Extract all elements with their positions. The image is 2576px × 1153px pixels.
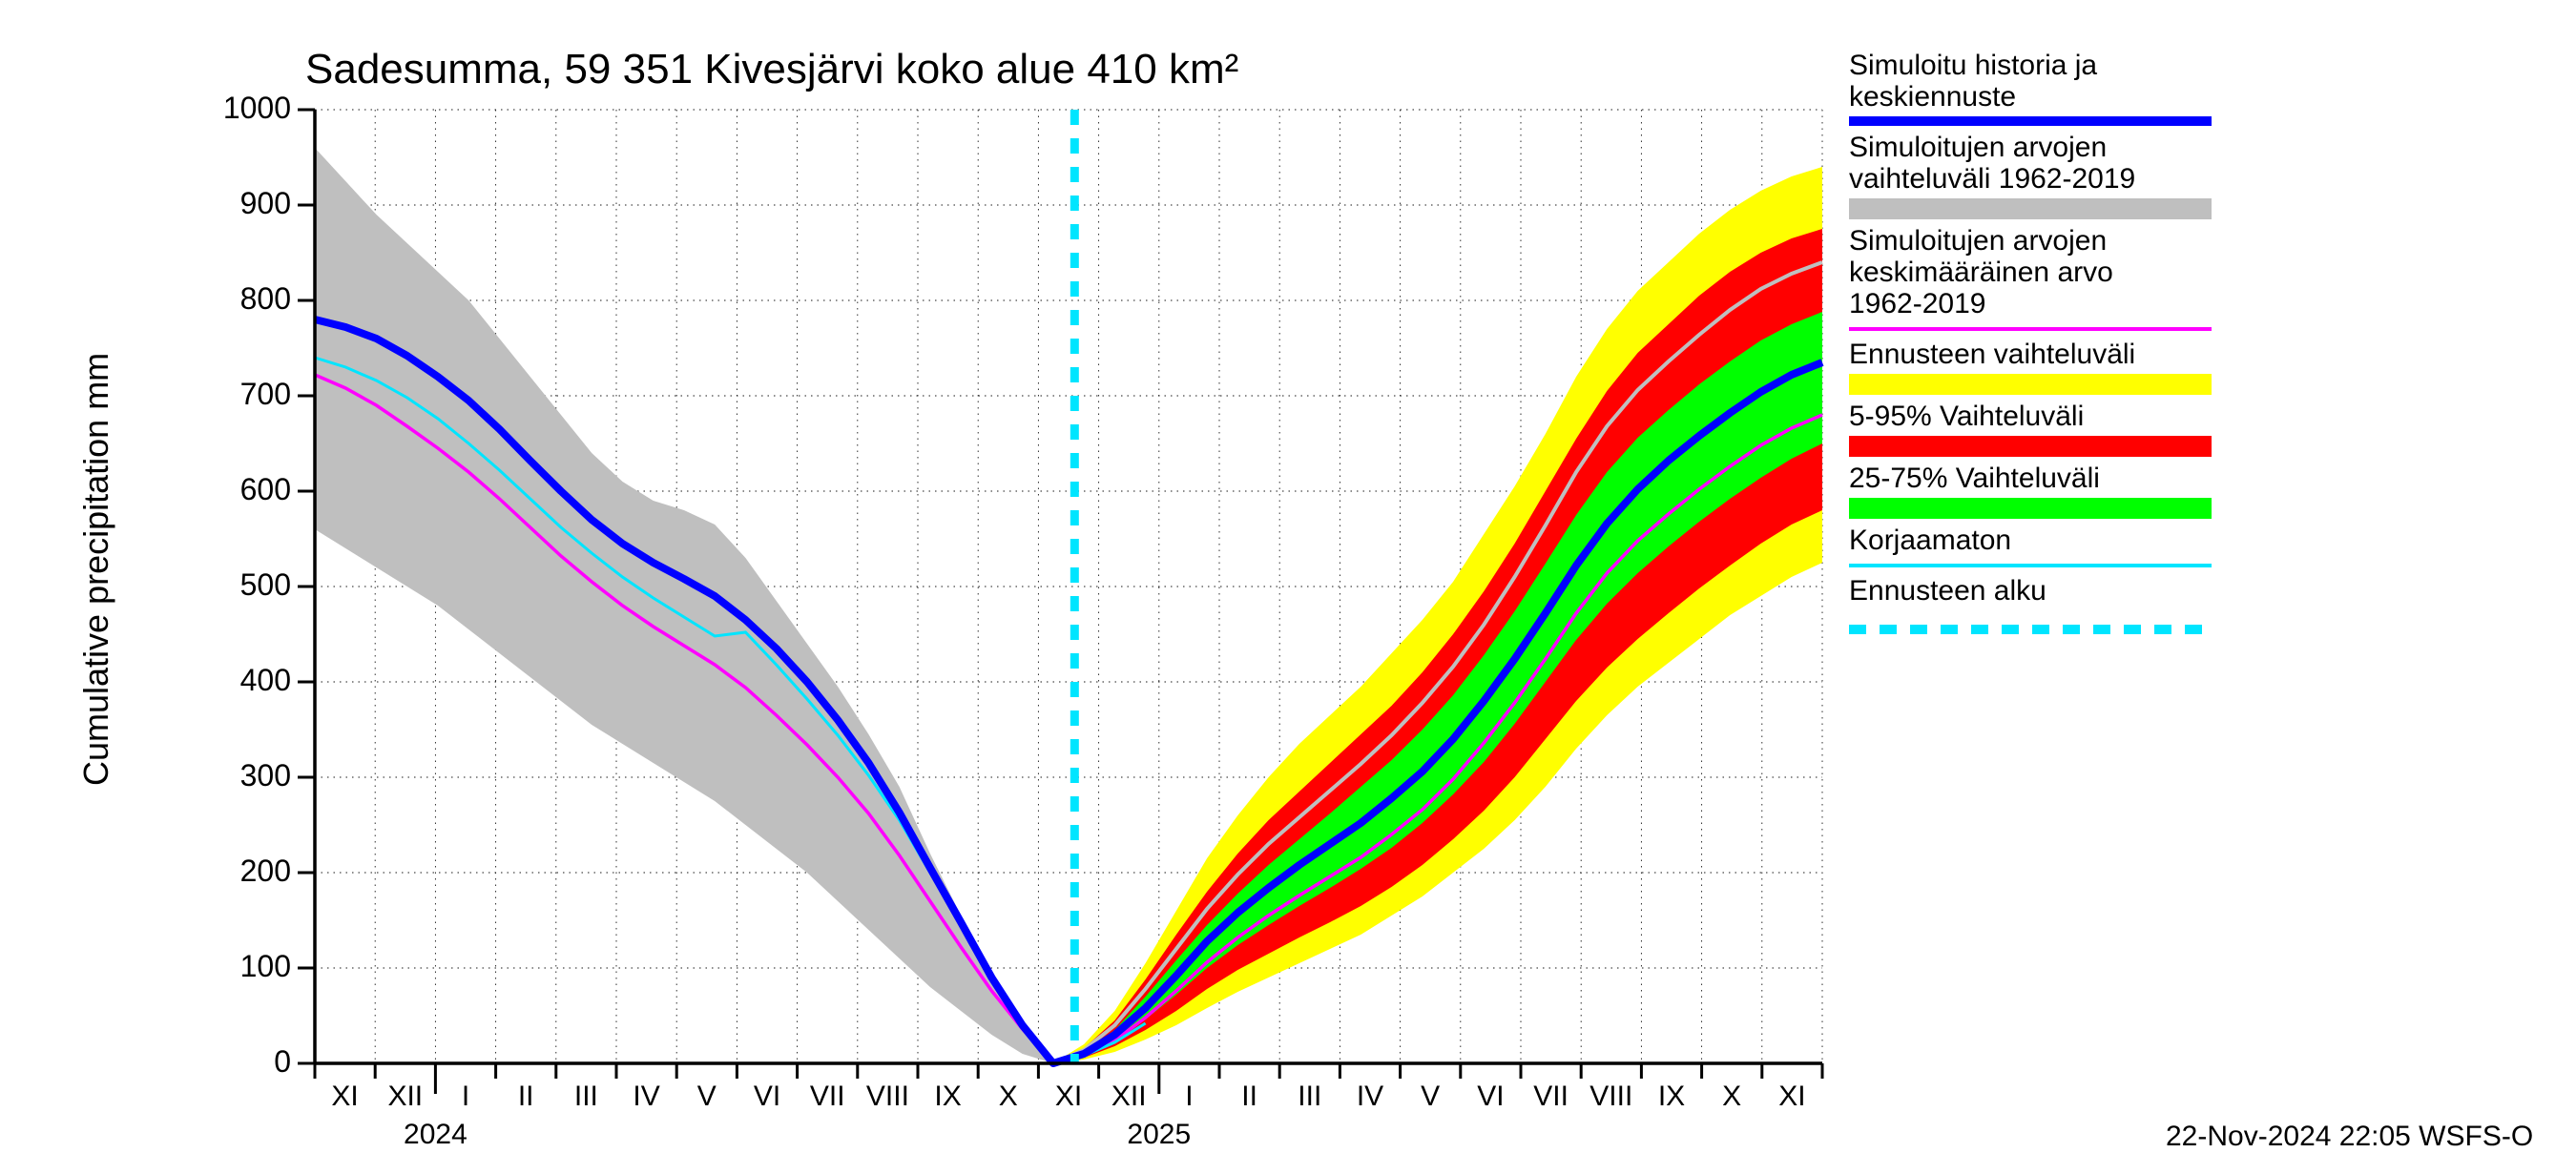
y-tick-label: 500 [191, 567, 291, 603]
legend-entry: Simuloitu historia ja keskiennuste [1849, 50, 2212, 126]
x-tick-label: II [518, 1081, 534, 1113]
x-year-label: 2025 [1127, 1119, 1191, 1151]
legend-swatch [1849, 198, 2212, 219]
x-tick-label: X [999, 1081, 1018, 1113]
legend-entry: 25-75% Vaihteluväli [1849, 463, 2212, 519]
x-tick-label: VII [810, 1081, 845, 1113]
y-tick-label: 900 [191, 186, 291, 221]
legend-entry: Korjaamaton [1849, 525, 2212, 567]
legend-entry: Ennusteen vaihteluväli [1849, 339, 2212, 395]
legend-entry: Simuloitujen arvojen vaihteluväli 1962-2… [1849, 132, 2212, 219]
legend-label: Simuloitujen arvojen vaihteluväli 1962-2… [1849, 132, 2212, 195]
x-tick-label: I [462, 1081, 469, 1113]
x-tick-label: II [1241, 1081, 1257, 1113]
legend-label: 5-95% Vaihteluväli [1849, 401, 2212, 432]
y-tick-label: 100 [191, 949, 291, 984]
y-tick-label: 300 [191, 758, 291, 793]
legend-swatch [1849, 498, 2212, 519]
x-tick-label: XI [331, 1081, 358, 1113]
x-tick-label: XII [1111, 1081, 1147, 1113]
x-tick-label: VI [1477, 1081, 1504, 1113]
x-tick-label: III [574, 1081, 598, 1113]
footer-timestamp: 22-Nov-2024 22:05 WSFS-O [2166, 1121, 2566, 1153]
legend-label: Korjaamaton [1849, 525, 2212, 556]
legend-swatch [1849, 564, 2212, 567]
x-year-label: 2024 [404, 1119, 467, 1151]
legend-swatch [1849, 610, 2212, 620]
x-tick-label: X [1722, 1081, 1741, 1113]
legend-label: Simuloitujen arvojen keskimääräinen arvo… [1849, 225, 2212, 319]
legend-swatch [1849, 374, 2212, 395]
y-tick-label: 200 [191, 854, 291, 889]
x-tick-label: V [697, 1081, 717, 1113]
legend-label: 25-75% Vaihteluväli [1849, 463, 2212, 494]
legend-label: Simuloitu historia ja keskiennuste [1849, 50, 2212, 113]
y-tick-label: 400 [191, 663, 291, 698]
legend-label: Ennusteen alku [1849, 575, 2212, 607]
legend-entry: 5-95% Vaihteluväli [1849, 401, 2212, 457]
legend-label: Ennusteen vaihteluväli [1849, 339, 2212, 370]
legend-swatch [1849, 116, 2212, 126]
legend-swatch [1849, 436, 2212, 457]
legend: Simuloitu historia ja keskiennuste Simulo… [1849, 50, 2212, 626]
y-tick-label: 600 [191, 472, 291, 507]
y-tick-label: 800 [191, 281, 291, 317]
y-tick-label: 1000 [191, 91, 291, 126]
legend-entry: Ennusteen alku [1849, 575, 2212, 620]
x-tick-label: XI [1778, 1081, 1805, 1113]
y-tick-label: 0 [191, 1044, 291, 1080]
y-tick-label: 700 [191, 377, 291, 412]
x-tick-label: IV [633, 1081, 659, 1113]
x-tick-label: VIII [866, 1081, 909, 1113]
chart-container: Sadesumma, 59 351 Kivesjärvi koko alue 4… [0, 0, 2576, 1144]
x-tick-label: VIII [1589, 1081, 1632, 1113]
legend-entry: Simuloitujen arvojen keskimääräinen arvo… [1849, 225, 2212, 331]
x-tick-label: III [1298, 1081, 1321, 1113]
chart-title: Sadesumma, 59 351 Kivesjärvi koko alue 4… [305, 46, 1238, 93]
x-tick-label: I [1185, 1081, 1193, 1113]
x-tick-label: XII [387, 1081, 423, 1113]
legend-swatch [1849, 327, 2212, 331]
x-tick-label: IX [1658, 1081, 1685, 1113]
x-tick-label: VI [754, 1081, 780, 1113]
x-tick-label: IX [934, 1081, 961, 1113]
x-tick-label: XI [1055, 1081, 1082, 1113]
x-tick-label: VII [1533, 1081, 1568, 1113]
x-tick-label: V [1421, 1081, 1440, 1113]
x-tick-label: IV [1357, 1081, 1383, 1113]
y-axis-label: Cumulative precipitation mm [76, 353, 116, 786]
